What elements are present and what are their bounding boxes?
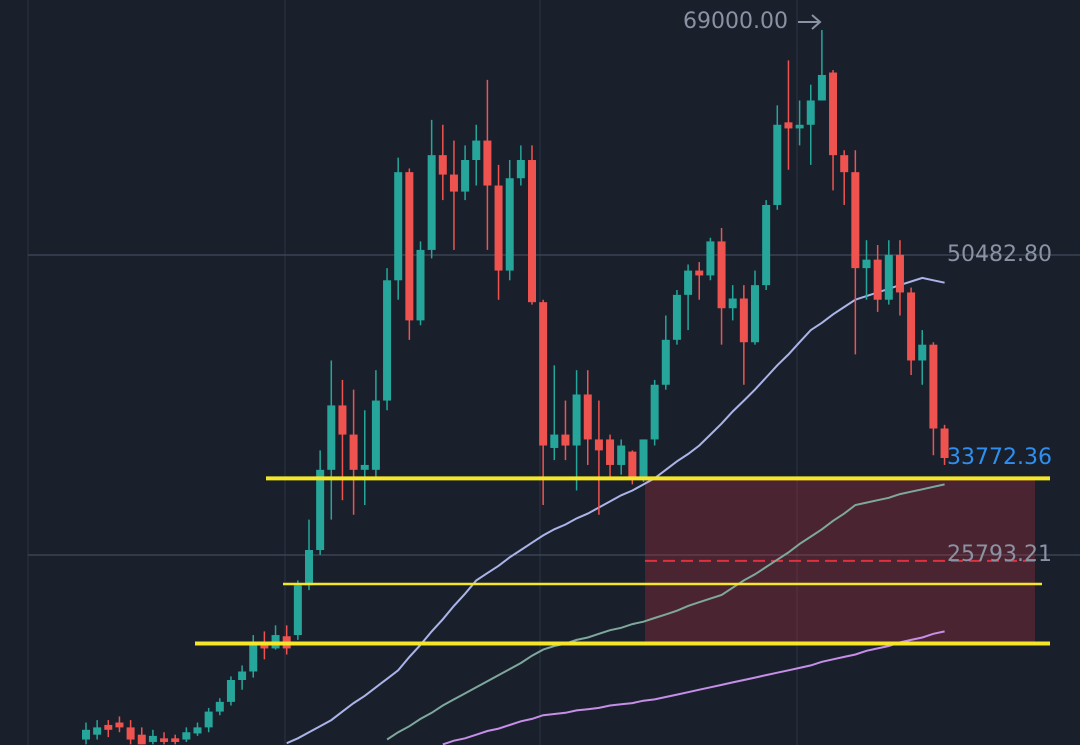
candle-body: [383, 280, 392, 401]
moving-average: [386, 483, 945, 741]
label-layer: 50482.80 25793.21 69000.00 33772.36: [683, 9, 1052, 567]
candle-body: [82, 729, 90, 740]
candle-body: [360, 464, 369, 470]
candle-layer: [82, 30, 949, 745]
candle-body: [193, 727, 202, 734]
candle-body: [539, 302, 548, 446]
candle-body: [160, 738, 169, 742]
candle-body: [238, 671, 247, 681]
candle-body: [594, 439, 603, 451]
candle-body: [204, 711, 213, 728]
candle-body: [739, 298, 748, 343]
y-tick-label: 50482.80: [947, 242, 1052, 267]
candle-body: [327, 405, 336, 470]
candle-body: [461, 160, 470, 192]
candle-body: [606, 439, 615, 465]
high-label: 69000.00: [683, 9, 788, 34]
candle-body: [249, 644, 258, 672]
candle-body: [215, 701, 224, 712]
candle-body: [449, 174, 458, 192]
candle-body: [427, 155, 436, 250]
level-layer: [195, 476, 1050, 646]
candle-body: [639, 439, 648, 480]
candle-body: [483, 140, 492, 186]
y-tick-label: 25793.21: [947, 542, 1052, 567]
candle-body: [728, 298, 737, 309]
candle-body: [929, 344, 938, 429]
candle-body: [672, 294, 681, 340]
candle-body: [884, 254, 893, 300]
candle-body: [405, 172, 414, 321]
zone-box: [645, 479, 1035, 645]
candle-body: [583, 394, 592, 440]
candle-body: [762, 204, 771, 286]
ma-layer: [286, 276, 945, 745]
candle-body: [795, 124, 804, 129]
candle-body: [840, 155, 849, 173]
candle-body: [472, 140, 481, 161]
candle-body: [706, 241, 715, 276]
candle-body: [338, 405, 347, 435]
candle-body: [895, 254, 904, 293]
candle-body: [550, 434, 559, 448]
candle-body: [148, 735, 157, 742]
candle-body: [561, 434, 570, 446]
candle-body: [918, 344, 927, 361]
candle-body: [260, 644, 269, 649]
candle-body: [784, 122, 793, 129]
candle-body: [226, 680, 235, 702]
candle-body: [305, 550, 313, 586]
candle-body: [650, 384, 659, 440]
candle-body: [806, 100, 815, 125]
moving-average: [286, 276, 945, 745]
candle-body: [126, 727, 135, 740]
candle-body: [394, 172, 403, 281]
candle-body: [873, 259, 882, 300]
candle-body: [907, 292, 916, 361]
candle-body: [773, 124, 782, 205]
candle-body: [751, 285, 759, 343]
candle-body: [349, 434, 358, 470]
candle-body: [617, 445, 626, 465]
candle-body: [494, 185, 503, 271]
candle-body: [940, 428, 949, 459]
candle-body: [817, 74, 826, 101]
candle-body: [829, 72, 838, 156]
candle-body: [316, 469, 325, 551]
candle-body: [717, 241, 726, 309]
candle-body: [661, 339, 670, 385]
candle-body: [171, 738, 180, 742]
candle-body: [115, 722, 124, 728]
candle-body: [137, 734, 146, 745]
candle-body: [516, 160, 525, 179]
candle-body: [416, 249, 425, 321]
last-price-label: 33772.36: [947, 445, 1052, 470]
candle-body: [572, 394, 581, 446]
candle-body: [505, 178, 514, 271]
candle-body: [293, 585, 302, 636]
candle-body: [93, 727, 102, 735]
candle-body: [684, 270, 693, 295]
high-arrow: [798, 14, 822, 30]
candle-body: [628, 451, 637, 480]
candle-body: [182, 732, 191, 740]
candle-body: [371, 400, 380, 470]
candle-body: [438, 155, 447, 175]
candle-body: [695, 270, 704, 276]
moving-average: [442, 630, 945, 745]
candle-body: [851, 172, 860, 269]
candle-body: [528, 160, 536, 303]
candle-body: [104, 724, 113, 730]
candle-body: [862, 259, 871, 269]
